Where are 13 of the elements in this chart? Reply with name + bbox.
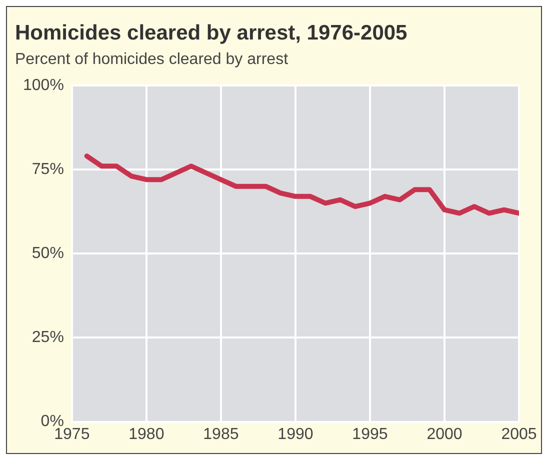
chart-subtitle: Percent of homicides cleared by arrest xyxy=(15,51,289,68)
x-tick-label: 1990 xyxy=(278,426,314,443)
x-tick-label: 2005 xyxy=(501,426,537,443)
chart-title: Homicides cleared by arrest, 1976-2005 xyxy=(15,21,408,44)
y-tick-label: 25% xyxy=(32,329,64,346)
x-tick-label: 1975 xyxy=(54,426,90,443)
x-tick-label: 1985 xyxy=(203,426,239,443)
x-tick-label: 2000 xyxy=(426,426,462,443)
x-tick-label: 1980 xyxy=(128,426,164,443)
x-tick-label: 1995 xyxy=(352,426,388,443)
y-tick-label: 50% xyxy=(32,245,64,262)
y-tick-label: 100% xyxy=(23,76,64,94)
y-tick-label: 75% xyxy=(32,160,64,178)
